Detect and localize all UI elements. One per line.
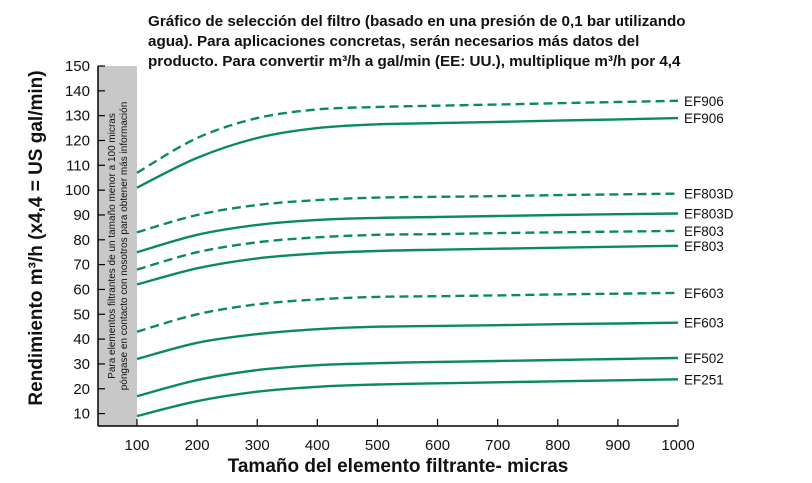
- ticks-layer: 10 20 30 40 50 60 70 80 90 100 110 120 130 140 150 100 2…: [65, 58, 695, 454]
- y-tick-label: 80: [73, 232, 90, 249]
- x-tick-label: 800: [545, 437, 570, 454]
- chart-title-line: Gráfico de selección del filtro (basado …: [148, 13, 686, 30]
- y-tick-label: 20: [73, 381, 90, 398]
- chart-title-line: producto. Para convertir m³/h a gal/min …: [148, 53, 681, 70]
- x-tick-label: 100: [124, 437, 149, 454]
- note-line: póngase en contacto con nosotros para ob…: [119, 102, 130, 391]
- series-line-ef502-solid: [136, 356, 679, 398]
- x-tick-label: 200: [185, 437, 210, 454]
- x-tick-label: 300: [245, 437, 270, 454]
- series-label-ef803d: EF803D: [684, 187, 734, 202]
- chart-title-line: agua). Para aplicaciones concretas, será…: [148, 33, 640, 50]
- y-tick-label: 140: [65, 83, 90, 100]
- series-label-ef906: EF906: [684, 94, 724, 109]
- series-line-ef803d-dashed: [136, 192, 679, 234]
- series-line-ef906-dashed: [136, 99, 679, 174]
- chart-title: Gráfico de selección del filtro (basado …: [148, 12, 798, 72]
- x-tick-label: 400: [305, 437, 330, 454]
- y-tick-label: 50: [73, 306, 90, 323]
- series-label-ef603: EF603: [684, 316, 724, 331]
- x-tick-label: 700: [485, 437, 510, 454]
- series-label-ef803: EF803: [684, 239, 724, 254]
- series-label-ef803: EF803: [684, 224, 724, 239]
- series-line-ef803-solid: [136, 244, 679, 286]
- series-line-ef803-dashed: [136, 229, 679, 271]
- series-label-ef603: EF603: [684, 286, 724, 301]
- y-tick-label: 90: [73, 207, 90, 224]
- y-tick-label: 40: [73, 331, 90, 348]
- series-line-ef906-solid: [136, 116, 679, 189]
- series-line-ef803d-solid: [136, 212, 679, 254]
- series-line-ef603-solid: [136, 321, 679, 361]
- y-tick-label: 130: [65, 108, 90, 125]
- y-tick-label: 100: [65, 182, 90, 199]
- y-tick-label: 30: [73, 356, 90, 373]
- y-tick-label: 110: [66, 157, 90, 174]
- x-tick-label: 500: [365, 437, 390, 454]
- series-label-ef803d: EF803D: [684, 206, 734, 221]
- series-label-ef251: EF251: [684, 372, 724, 387]
- y-tick-label: 150: [65, 58, 90, 75]
- y-axis-title: Rendimiento m³/h (x4,4 = US gal/min): [26, 70, 47, 405]
- series-line-ef251-solid: [136, 378, 679, 418]
- y-tick-label: 70: [73, 257, 90, 274]
- series-label-ef502: EF502: [684, 351, 724, 366]
- x-tick-label: 900: [605, 437, 630, 454]
- y-tick-label: 10: [73, 406, 90, 423]
- x-axis-title: Tamaño del elemento filtrante- micras: [228, 456, 569, 477]
- y-tick-label: 60: [73, 281, 90, 298]
- series-label-ef906: EF906: [684, 111, 724, 126]
- note-line: Para elementos filtrantes de un tamaño m…: [107, 113, 118, 379]
- x-tick-label: 600: [425, 437, 450, 454]
- x-tick-label: 1000: [661, 437, 694, 454]
- series-line-ef603-dashed: [136, 291, 679, 333]
- y-tick-label: 120: [65, 132, 90, 149]
- note-band: [98, 66, 137, 426]
- axes: [97, 66, 678, 427]
